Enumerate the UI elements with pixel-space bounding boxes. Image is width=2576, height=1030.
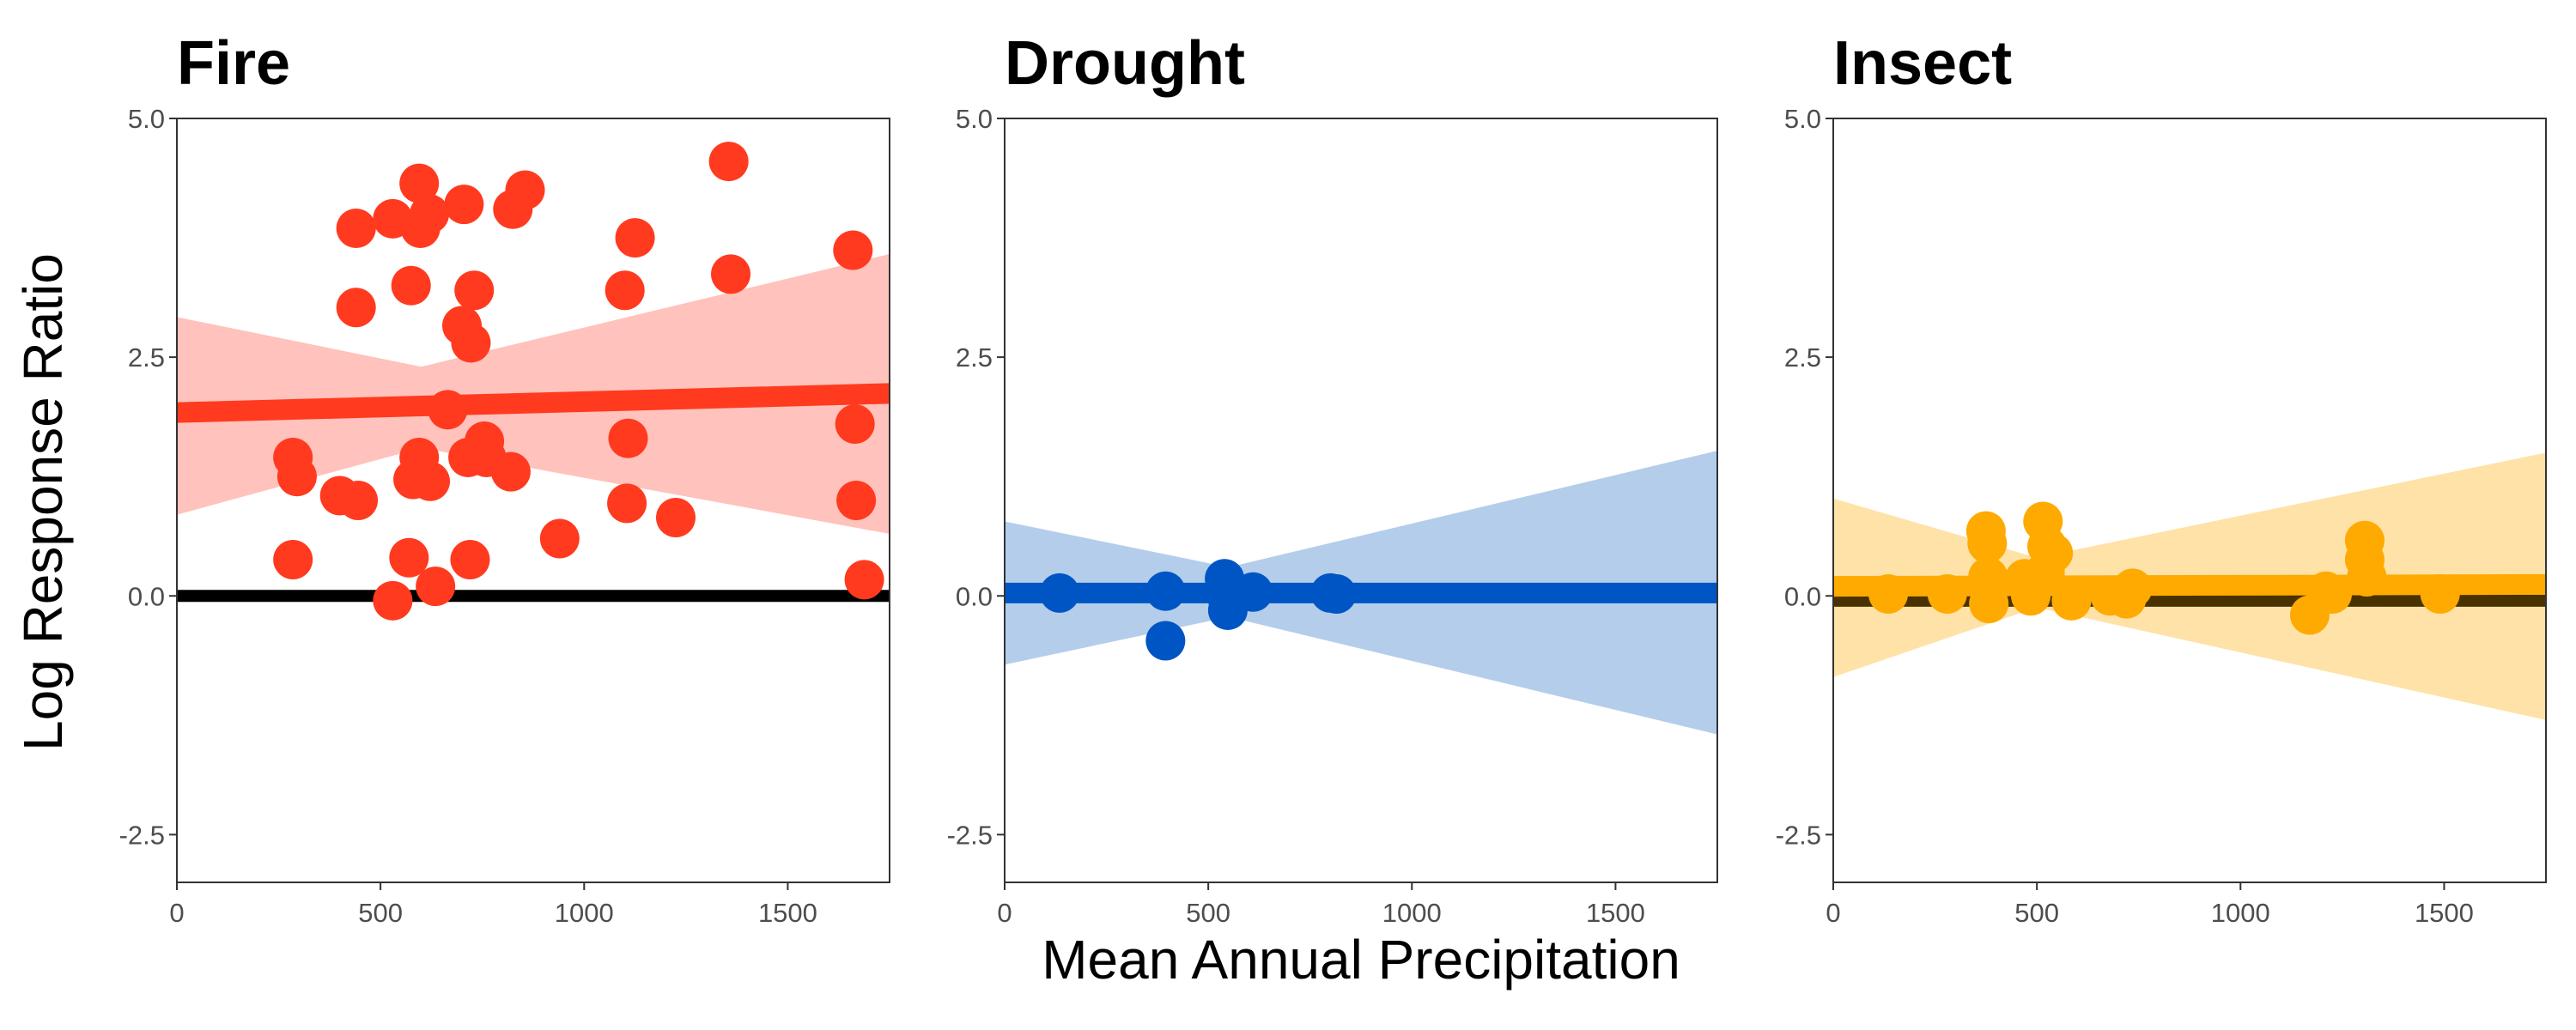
- y-tick-label: -2.5: [119, 820, 165, 850]
- y-tick-label: 2.5: [1784, 342, 1821, 373]
- data-point-fire: [276, 457, 317, 497]
- x-tick-label: 500: [358, 898, 403, 928]
- panel-border-drought: [1004, 118, 1718, 883]
- data-point-fire: [539, 518, 580, 559]
- panel-insect: Insect 5.0 2.5 0.0 -2.5 0 500 1000 1500: [1776, 29, 2547, 928]
- panel-border-insect: [1832, 118, 2547, 883]
- x-tick-label: 1500: [758, 898, 817, 928]
- x-tick-label: 1500: [2415, 898, 2474, 928]
- data-point-fire: [836, 481, 877, 520]
- x-tick-label: 0: [1826, 898, 1840, 928]
- data-point-insect: [2112, 568, 2153, 609]
- panel-drought: Drought 5.0 2.5 0.0 -2.5 0 500 1000 1500: [947, 29, 1718, 928]
- plot-area-drought: [1005, 451, 1717, 735]
- data-point-fire: [451, 323, 491, 363]
- data-point-drought: [1040, 573, 1080, 613]
- data-point-fire: [391, 265, 431, 306]
- y-tick-label: 2.5: [956, 342, 993, 373]
- panels: Fire 5.0 2.5 0.0 -2.5 0 500 1000 1500 Drought 5.0 2…: [119, 29, 2547, 928]
- data-point-drought: [1233, 572, 1273, 612]
- data-point-fire: [615, 218, 655, 258]
- data-point-fire: [835, 404, 875, 444]
- panel-title-insect: Insect: [1833, 29, 2012, 98]
- y-tick-label: 0.0: [1784, 581, 1821, 611]
- data-point-fire: [505, 170, 545, 210]
- data-point-drought: [1145, 621, 1186, 661]
- data-point-fire: [416, 566, 456, 607]
- data-point-fire: [708, 142, 749, 182]
- fit-line-fire: [177, 383, 890, 423]
- data-point-fire: [608, 418, 648, 458]
- x-tick-label: 1000: [2211, 898, 2270, 928]
- data-point-fire: [389, 537, 429, 578]
- data-point-fire: [373, 580, 413, 621]
- data-point-drought: [1145, 571, 1186, 611]
- y-tick-label: -2.5: [1776, 820, 1821, 850]
- data-point-fire: [410, 461, 451, 501]
- data-point-insect: [2051, 580, 2092, 621]
- x-tick-label: 1500: [1586, 898, 1645, 928]
- data-point-insect: [1927, 574, 1967, 615]
- y-tick-label: 2.5: [128, 342, 165, 373]
- y-tick-label: -2.5: [947, 820, 993, 850]
- x-tick-label: 0: [169, 898, 184, 928]
- data-point-insect: [2347, 557, 2387, 597]
- data-point-insect: [2033, 533, 2074, 573]
- y-tick-label: 0.0: [128, 581, 165, 611]
- data-point-insect: [2312, 574, 2352, 615]
- data-point-fire: [711, 254, 751, 294]
- y-tick-label: 5.0: [1784, 104, 1821, 134]
- data-point-fire: [656, 498, 696, 538]
- data-point-fire: [338, 481, 379, 520]
- panel-title-drought: Drought: [1005, 29, 1245, 98]
- data-point-insect: [2420, 574, 2460, 615]
- data-point-fire: [336, 288, 376, 328]
- data-point-fire: [399, 163, 440, 203]
- x-axis-title: Mean Annual Precipitation: [1042, 929, 1680, 991]
- data-point-insect: [1967, 524, 2008, 564]
- data-point-fire: [490, 451, 531, 492]
- panel-fire: Fire 5.0 2.5 0.0 -2.5 0 500 1000 1500: [119, 29, 890, 928]
- y-axis-title: Log Response Ratio: [12, 253, 74, 751]
- y-tick-label: 5.0: [128, 104, 165, 134]
- data-point-fire: [273, 539, 313, 579]
- y-tick-label: 0.0: [956, 581, 993, 611]
- data-point-insect: [1868, 574, 1909, 615]
- data-point-fire: [444, 185, 484, 225]
- data-point-fire: [844, 560, 884, 600]
- x-tick-label: 500: [1186, 898, 1230, 928]
- data-point-fire: [450, 539, 490, 579]
- plot-area-insect: [1833, 452, 2546, 720]
- data-point-fire: [336, 208, 376, 248]
- x-tick-label: 500: [2014, 898, 2059, 928]
- x-tick-label: 1000: [1382, 898, 1442, 928]
- plot-area-fire: [177, 142, 890, 621]
- panel-border-fire: [176, 118, 890, 883]
- data-point-fire: [605, 270, 645, 311]
- x-tick-label: 1000: [555, 898, 614, 928]
- x-tick-label: 0: [997, 898, 1012, 928]
- data-point-fire: [410, 194, 450, 234]
- y-tick-label: 5.0: [956, 104, 993, 134]
- data-point-fire: [428, 390, 468, 430]
- data-point-insect: [1969, 584, 2009, 624]
- data-point-fire: [607, 483, 647, 524]
- data-point-fire: [454, 270, 495, 311]
- panel-title-fire: Fire: [177, 29, 290, 98]
- data-point-drought: [1316, 574, 1357, 615]
- data-point-fire: [833, 230, 873, 270]
